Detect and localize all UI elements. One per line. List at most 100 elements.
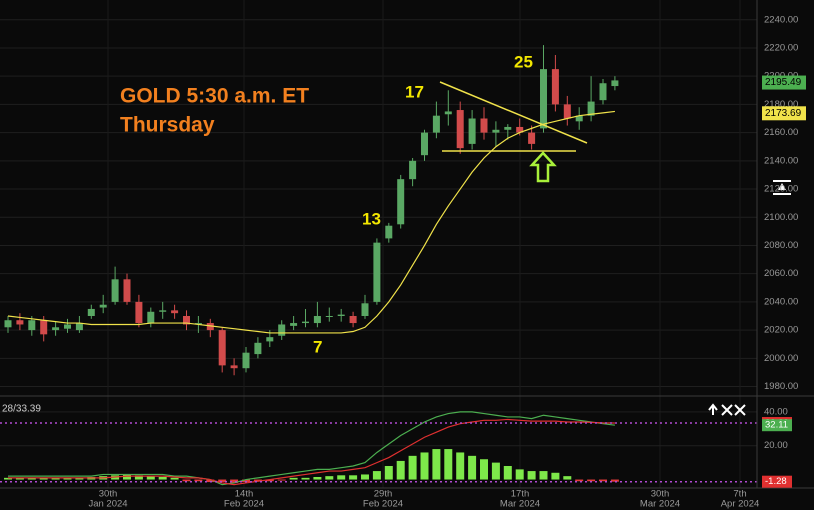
- annotation: 13: [362, 209, 381, 228]
- candle-body: [421, 132, 428, 156]
- x-tick-label: Feb 2024: [224, 499, 264, 510]
- candle-body: [290, 323, 298, 326]
- icon-group: [708, 180, 791, 416]
- indicator-label: 28/33.39: [2, 404, 41, 415]
- y-tick-label: 2240.00: [764, 14, 798, 25]
- histogram-bar: [253, 479, 262, 482]
- histogram-bar: [396, 460, 405, 480]
- icon[interactable]: [734, 404, 746, 416]
- y-tick-label: 40.00: [764, 406, 788, 417]
- candle-body: [409, 160, 417, 180]
- y-tick-label: 2120.00: [764, 184, 798, 195]
- histogram-bar: [563, 476, 572, 480]
- candle-body: [28, 320, 36, 331]
- candle-body: [64, 324, 71, 329]
- histogram-bar: [206, 479, 215, 483]
- histogram-bar: [551, 472, 560, 480]
- candle-body: [540, 69, 547, 129]
- histogram-bar: [301, 477, 310, 480]
- candle-body: [575, 115, 583, 122]
- y-tick-label: 2100.00: [764, 212, 798, 223]
- candle-body: [40, 320, 48, 335]
- x-tick-label: 7th: [733, 489, 746, 500]
- candle-body: [504, 126, 512, 130]
- histogram-bar: [587, 479, 596, 482]
- histogram-bar: [230, 479, 239, 483]
- y-tick-label: 2020.00: [764, 325, 798, 336]
- histogram-bar: [599, 479, 607, 482]
- y-tick-label: 20.00: [764, 440, 788, 451]
- candle-body: [99, 304, 107, 308]
- icon[interactable]: [708, 403, 718, 415]
- line: [8, 418, 615, 486]
- price-marker-box: [762, 75, 806, 90]
- candle-body: [123, 279, 131, 302]
- price-marker-label: 2173.69: [765, 108, 802, 119]
- x-tick-label: 17th: [511, 489, 530, 500]
- y-tick-label: 2040.00: [764, 296, 798, 307]
- candle-body: [52, 327, 60, 331]
- candle-body: [432, 115, 440, 133]
- level-marker-label: -1.28: [765, 476, 787, 487]
- y-tick-label: 2180.00: [764, 99, 798, 110]
- icon: [773, 193, 791, 195]
- histogram-bar: [515, 469, 524, 480]
- histogram-bar: [480, 459, 488, 480]
- histogram-bar: [123, 474, 131, 480]
- histogram-bar: [146, 476, 155, 480]
- histogram-bar: [289, 477, 298, 480]
- annotation: 7: [313, 337, 322, 356]
- candle-body: [397, 179, 405, 225]
- x-tick-label: 30th: [651, 489, 670, 500]
- candle-body: [385, 225, 393, 239]
- price-marker-box: [762, 106, 806, 121]
- icon: [773, 180, 791, 182]
- chart-title: GOLD 5:30 a.m. ET: [120, 85, 309, 108]
- candle-body: [349, 316, 357, 324]
- histogram-bar: [610, 479, 619, 482]
- line: [7, 110, 615, 334]
- candle-body: [587, 101, 595, 116]
- trendline: [439, 81, 588, 144]
- histogram-bar: [182, 479, 191, 482]
- y-tick-label: 2140.00: [764, 155, 798, 166]
- candle-body: [492, 129, 500, 133]
- candle-body: [551, 69, 559, 105]
- y-tick-label: 2060.00: [764, 268, 798, 279]
- candle-body: [468, 118, 476, 144]
- candle-body: [266, 337, 274, 342]
- candle-body: [111, 279, 119, 302]
- x-tick-label: 29th: [374, 489, 393, 500]
- histogram-bar: [527, 471, 536, 480]
- candle-body: [516, 126, 524, 133]
- histogram-bar: [456, 452, 465, 480]
- histogram-bar: [503, 466, 512, 480]
- candle-body: [171, 310, 179, 314]
- y-tick-label: 2000.00: [764, 353, 798, 364]
- plot: [0, 45, 757, 486]
- histogram-bar: [242, 479, 250, 483]
- icon[interactable]: [721, 404, 733, 416]
- candle-body: [194, 323, 202, 325]
- histogram-bar: [372, 471, 381, 480]
- icon: [778, 183, 786, 190]
- level-marker-box: [762, 419, 792, 432]
- level-marker-box: [762, 475, 792, 488]
- histogram-bar: [432, 449, 441, 480]
- histogram-bar: [194, 479, 203, 482]
- annotation: 25: [514, 52, 533, 71]
- candle-body: [254, 342, 262, 355]
- histogram-bar: [134, 475, 143, 480]
- line: [8, 411, 615, 486]
- histogram-bar: [337, 475, 346, 480]
- candle-body: [337, 314, 345, 316]
- histogram-bar: [39, 477, 48, 480]
- candle-body: [456, 110, 464, 149]
- candle-body: [16, 320, 24, 325]
- candle-body: [206, 323, 214, 331]
- histogram-bar: [51, 477, 60, 480]
- candle-body: [75, 323, 83, 331]
- x-tick-label: Mar 2024: [640, 499, 680, 510]
- candle-body: [563, 104, 571, 119]
